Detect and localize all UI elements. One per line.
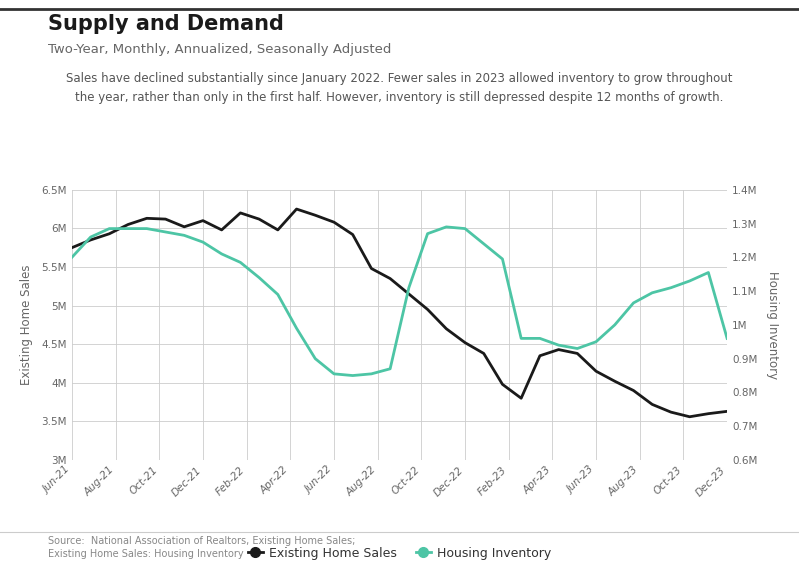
Y-axis label: Existing Home Sales: Existing Home Sales xyxy=(20,264,34,385)
Text: Source:  National Association of Realtors, Existing Home Sales;
Existing Home Sa: Source: National Association of Realtors… xyxy=(48,536,356,559)
Text: Sales have declined substantially since January 2022. Fewer sales in 2023 allowe: Sales have declined substantially since … xyxy=(66,72,733,104)
Text: Supply and Demand: Supply and Demand xyxy=(48,14,284,34)
Legend: Existing Home Sales, Housing Inventory: Existing Home Sales, Housing Inventory xyxy=(243,542,556,565)
Text: Two-Year, Monthly, Annualized, Seasonally Adjusted: Two-Year, Monthly, Annualized, Seasonall… xyxy=(48,43,392,56)
Y-axis label: Housing Inventory: Housing Inventory xyxy=(765,271,779,379)
